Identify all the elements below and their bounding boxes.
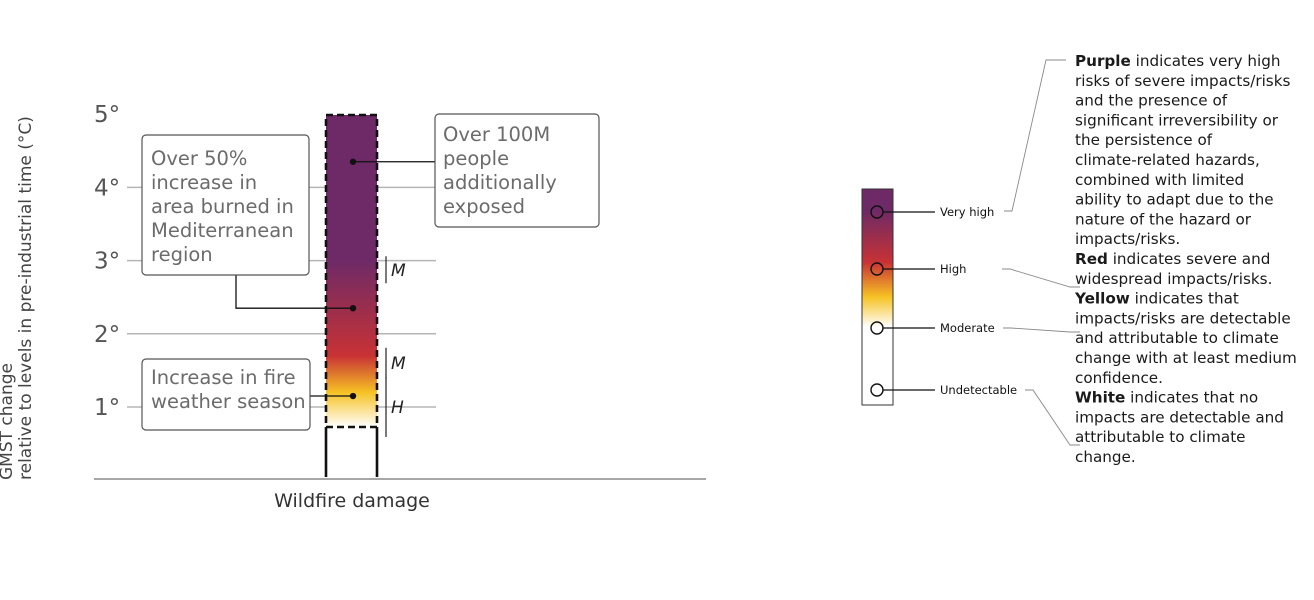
key-label-very-high: Very high (940, 205, 994, 219)
desc-white: White indicates that no impacts are detec… (1075, 389, 1284, 466)
desc-purple: Purple indicates very high risks of sever… (1075, 52, 1291, 248)
callout-dot (349, 304, 357, 312)
y-tick-labels: 1° 2° 3° 4° 5° (94, 102, 120, 421)
y-tick-label: 5° (94, 102, 120, 128)
key-ember (861, 188, 894, 406)
callout-connector (235, 275, 353, 309)
callout-box (434, 113, 600, 228)
risk-level-key: Very high High Moderate Undetectable (861, 59, 1080, 446)
y-axis-label-line2: relative to levels in pre-industrial tim… (16, 116, 36, 480)
risk-level-descriptions: Purple indicates very high risks of sever… (1074, 52, 1297, 466)
desc-red: Red indicates severe and widespread impac… (1075, 250, 1272, 288)
key-label-high: High (940, 262, 966, 276)
callout-dot (349, 392, 357, 400)
confidence-transitions: H M M (385, 256, 406, 437)
key-leader-line (1003, 327, 1080, 333)
ember-dashed-outline (324, 113, 379, 429)
y-tick-label: 3° (94, 249, 120, 275)
y-tick-label: 2° (94, 322, 120, 348)
callout-text: Increase in fire weather season (151, 366, 306, 413)
confidence-label: M (391, 354, 406, 374)
desc-yellow: Yellow indicates that impacts/risks are d… (1074, 290, 1297, 387)
callout-dot (349, 158, 357, 165)
y-tick-label: 4° (94, 175, 120, 201)
y-axis-label-line1: GMST change (0, 363, 17, 480)
callout-text: Over 100M people additionally exposed (443, 123, 557, 218)
y-tick-label: 1° (94, 395, 120, 421)
key-label-moderate: Moderate (940, 321, 995, 335)
key-leader-line (1002, 268, 1080, 288)
callout-box (141, 134, 310, 276)
confidence-label: H (391, 398, 404, 418)
key-leader-line (1004, 59, 1066, 212)
annotation-callouts: Over 100M people additionally exposed Over 5… (141, 113, 600, 431)
callout-box (141, 358, 311, 431)
wildfire-ember-bar (326, 115, 377, 427)
x-axis-label: Wildfire damage (274, 490, 430, 512)
callout-text: Over 50% increase in area burned in Mediter… (151, 147, 294, 266)
key-leader-line (1025, 389, 1080, 446)
confidence-label: M (391, 261, 406, 281)
key-label-undetectable: Undetectable (940, 383, 1017, 397)
